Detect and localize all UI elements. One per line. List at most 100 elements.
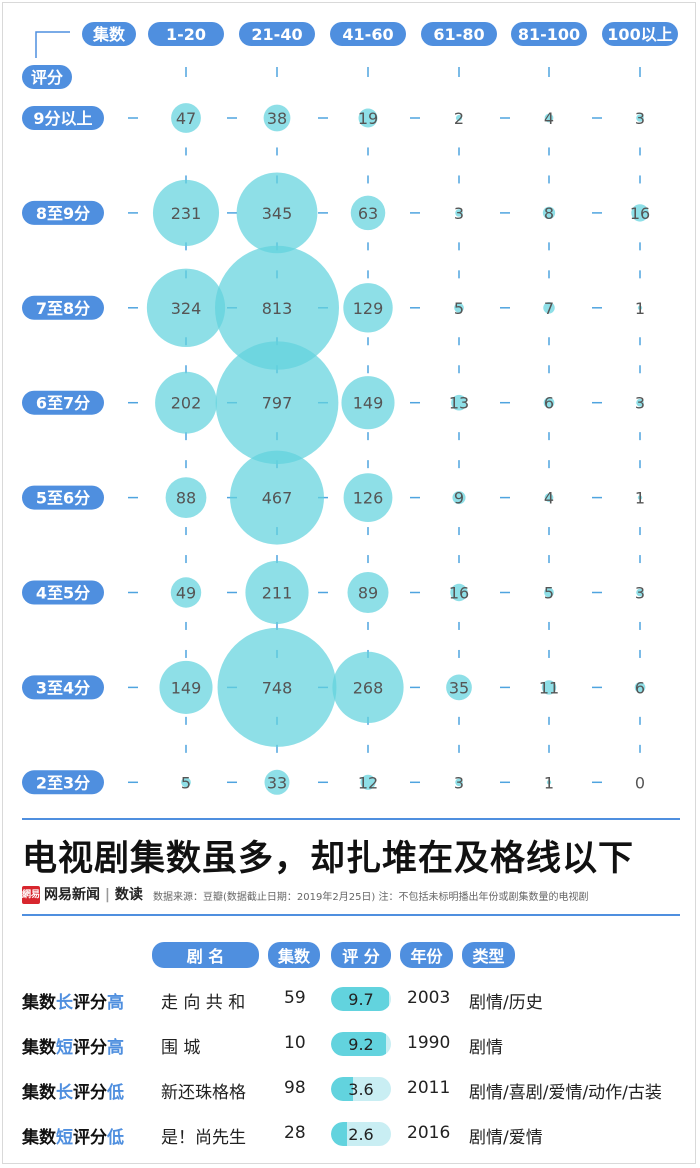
bubble-7-2 <box>360 774 376 790</box>
drama-name: 是！尚先生 <box>161 1128 246 1148</box>
row-label-part: 评分 <box>73 1038 107 1058</box>
svg-text:81-100: 81-100 <box>518 25 580 44</box>
bubble-label-5-4: 5 <box>544 584 554 603</box>
bubble-label-7-1: 33 <box>267 773 287 792</box>
row-label-part: 评分 <box>73 993 107 1013</box>
bubble-label-3-1: 797 <box>262 394 293 413</box>
bubble-6-1 <box>217 627 337 747</box>
bubble-3-1 <box>215 341 339 465</box>
table-header-name: 剧 名 <box>152 942 259 968</box>
column-header-1: 21-40 <box>239 22 315 46</box>
row-axis-label: 评分 <box>22 65 72 89</box>
bubble-label-3-0: 202 <box>171 394 202 413</box>
table-row-label: 集数长评分低 <box>22 1078 124 1103</box>
svg-text:9分以上: 9分以上 <box>33 109 92 128</box>
bubble-label-0-2: 19 <box>358 109 378 128</box>
score-bar: 2.6 <box>331 1122 391 1146</box>
bubble-2-1 <box>215 245 339 370</box>
bubble-5-2 <box>347 571 389 614</box>
bubble-7-1 <box>264 769 290 795</box>
bubble-7-0 <box>181 777 191 788</box>
bubble-2-5 <box>637 305 643 310</box>
bubble-3-4 <box>543 397 555 409</box>
bubble-label-5-5: 3 <box>635 584 645 603</box>
bubble-6-5 <box>634 682 646 693</box>
row-label-part: 低 <box>107 1128 124 1148</box>
table-row-label: 集数短评分高 <box>22 1033 124 1058</box>
genre: 剧情 <box>469 1038 503 1058</box>
score-value: 9.7 <box>348 989 374 1009</box>
bubble-label-5-2: 89 <box>358 584 378 603</box>
table-header-episodes: 集数 <box>268 942 320 968</box>
bubble-label-0-3: 2 <box>454 109 464 128</box>
bubble-3-2 <box>341 376 395 430</box>
column-header-3: 61-80 <box>421 22 497 46</box>
bubble-1-0 <box>152 179 220 246</box>
bubble-label-5-0: 49 <box>176 584 196 603</box>
bubble-0-0 <box>171 103 201 133</box>
row-label-part: 长 <box>56 1083 73 1103</box>
bubble-label-0-0: 47 <box>176 109 196 128</box>
score-bar-fill <box>331 1032 387 1056</box>
grid-ticks <box>128 67 641 784</box>
bubble-label-4-0: 88 <box>176 489 196 508</box>
bubble-0-3 <box>455 114 463 122</box>
bubble-label-0-5: 3 <box>635 109 645 128</box>
bubble-label-4-1: 467 <box>262 489 293 508</box>
bubble-label-1-3: 3 <box>454 204 464 223</box>
row-header-2: 7至8分 <box>22 295 104 320</box>
row-label-part: 集数 <box>22 1083 56 1103</box>
row-label-part: 集数 <box>22 993 56 1013</box>
score-bar-fill <box>331 1077 353 1101</box>
bubble-1-5 <box>631 204 649 222</box>
column-axis-label: 集数 <box>82 22 136 46</box>
bubble-6-2 <box>332 651 404 723</box>
bubble-label-7-2: 12 <box>358 773 378 792</box>
bubble-label-4-5: 1 <box>635 489 645 508</box>
row-header-5: 4至5分 <box>22 580 104 605</box>
bubble-5-1 <box>245 560 309 625</box>
svg-text:21-40: 21-40 <box>251 25 302 44</box>
score-bar-fill <box>331 987 390 1011</box>
bubble-label-2-2: 129 <box>353 299 384 318</box>
brand-main: 网易新闻 <box>44 887 100 903</box>
bubble-5-4 <box>544 587 554 598</box>
bubble-label-5-1: 211 <box>262 584 293 603</box>
bubble-label-1-4: 8 <box>544 204 554 223</box>
bubble-2-2 <box>343 283 393 333</box>
bubble-label-7-3: 3 <box>454 773 464 792</box>
bubble-4-4 <box>544 493 554 502</box>
episode-count: 10 <box>284 1033 306 1053</box>
bubble-4-0 <box>165 477 207 518</box>
bubble-label-6-2: 268 <box>353 678 384 697</box>
bubble-4-2 <box>343 473 393 523</box>
svg-text:6至7分: 6至7分 <box>36 394 90 413</box>
bubble-label-2-5: 1 <box>635 299 645 318</box>
bubble-label-3-2: 149 <box>353 394 384 413</box>
bubble-6-0 <box>159 660 213 714</box>
drama-name: 走 向 共 和 <box>161 993 246 1013</box>
chart-title: 电视剧集数虽多，却扎堆在及格线以下 <box>22 839 635 879</box>
bubble-5-5 <box>636 588 644 597</box>
bubble-label-1-1: 345 <box>262 204 293 223</box>
corner-bracket <box>35 31 70 58</box>
bubble-label-1-2: 63 <box>358 204 378 223</box>
bubble-label-3-3: 13 <box>449 394 469 413</box>
bubble-label-6-3: 35 <box>449 678 469 697</box>
genre: 剧情/爱情 <box>469 1128 543 1148</box>
bubble-1-2 <box>350 195 386 231</box>
row-label-part: 短 <box>56 1038 73 1058</box>
source-bottom-rule <box>22 914 680 916</box>
bubble-2-3 <box>454 302 464 313</box>
brand-name: 网易新闻 | 数读 <box>44 887 143 903</box>
svg-text:2至3分: 2至3分 <box>36 773 90 792</box>
svg-text:41-60: 41-60 <box>342 25 393 44</box>
bubble-0-4 <box>544 113 554 123</box>
bubble-0-5 <box>636 114 644 122</box>
bubble-3-3 <box>451 394 467 411</box>
title-top-rule <box>22 818 680 820</box>
bubble-2-4 <box>543 302 555 314</box>
bubble-5-3 <box>450 583 468 602</box>
bubble-label-6-5: 6 <box>635 678 645 697</box>
